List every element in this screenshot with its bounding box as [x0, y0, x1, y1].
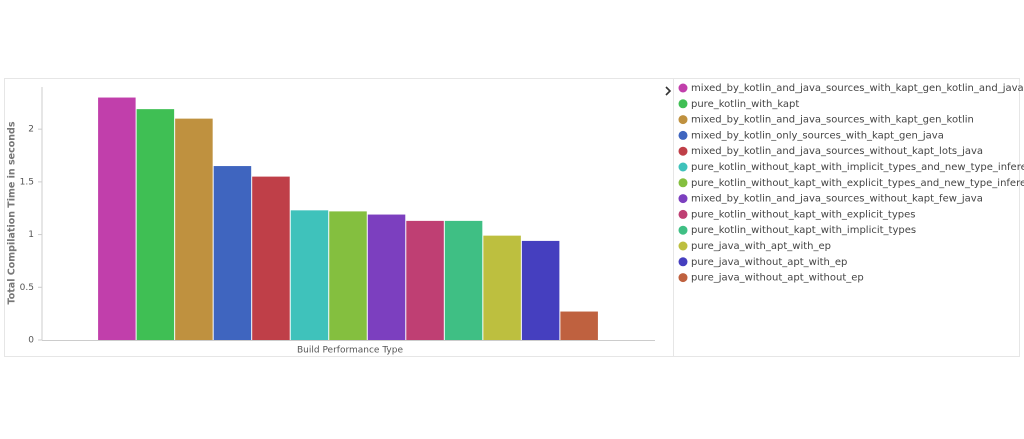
- bar: [213, 166, 252, 340]
- y-tick-label: 2: [28, 125, 34, 135]
- legend-swatch: [678, 99, 688, 109]
- legend-swatch: [678, 162, 688, 172]
- bar: [367, 214, 406, 340]
- legend-label[interactable]: pure_kotlin_without_kapt_with_implicit_t…: [691, 162, 1024, 173]
- panel-frame: [4, 78, 1020, 357]
- legend-label[interactable]: mixed_by_kotlin_and_java_sources_without…: [691, 146, 983, 157]
- legend-label[interactable]: pure_kotlin_with_kapt: [691, 99, 799, 110]
- bar: [252, 176, 290, 340]
- legend-label[interactable]: mixed_by_kotlin_and_java_sources_with_ka…: [691, 83, 1024, 94]
- y-tick-label: 0.5: [20, 283, 34, 293]
- bar: [444, 220, 483, 340]
- legend-label[interactable]: mixed_by_kotlin_and_java_sources_without…: [691, 194, 983, 205]
- legend-swatch: [678, 194, 688, 204]
- legend-swatch: [678, 178, 688, 188]
- legend-swatch: [678, 257, 688, 267]
- legend-label[interactable]: mixed_by_kotlin_only_sources_with_kapt_g…: [691, 130, 944, 141]
- bar: [329, 211, 367, 340]
- legend-label[interactable]: pure_java_without_apt_without_ep: [691, 273, 864, 284]
- legend-toggle[interactable]: [665, 86, 672, 96]
- legend-swatch: [678, 225, 688, 235]
- bar: [290, 210, 329, 340]
- y-tick-label: 0: [28, 336, 34, 346]
- y-axis-label: Total Compilation Time in seconds: [7, 121, 18, 304]
- y-tick-label: 1.5: [20, 177, 34, 187]
- legend-label[interactable]: pure_kotlin_without_kapt_with_explicit_t…: [691, 209, 915, 220]
- legend-swatch: [678, 241, 688, 251]
- bar: [560, 311, 598, 340]
- bar: [136, 109, 175, 340]
- legend-swatch: [678, 115, 688, 125]
- legend-label[interactable]: pure_java_without_apt_with_ep: [691, 257, 847, 268]
- bar: [98, 97, 136, 341]
- legend-label[interactable]: mixed_by_kotlin_and_java_sources_with_ka…: [691, 115, 974, 126]
- x-axis-label: Build Performance Type: [297, 346, 403, 356]
- legend-swatch: [678, 83, 688, 93]
- legend-swatch: [678, 130, 688, 140]
- legend-label[interactable]: pure_java_with_apt_with_ep: [691, 241, 831, 252]
- bar: [483, 235, 521, 340]
- bar: [406, 220, 444, 340]
- legend-swatch: [678, 273, 688, 283]
- legend-swatch: [678, 146, 688, 156]
- legend-label[interactable]: pure_kotlin_without_kapt_with_implicit_t…: [691, 225, 916, 236]
- bar: [175, 118, 213, 340]
- legend-swatch: [678, 209, 688, 219]
- y-tick-label: 1: [28, 230, 34, 240]
- bar: [521, 240, 560, 340]
- legend-label[interactable]: pure_kotlin_without_kapt_with_explicit_t…: [691, 178, 1024, 189]
